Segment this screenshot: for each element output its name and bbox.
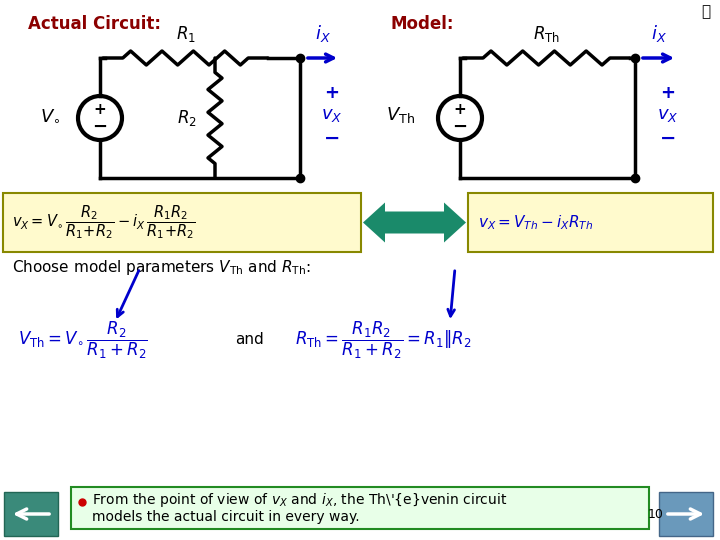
FancyBboxPatch shape bbox=[3, 193, 361, 252]
Text: $\mathit{R}_{\rm Th} = \dfrac{R_1 R_2}{R_1+R_2} = R_1 \| R_2$: $\mathit{R}_{\rm Th} = \dfrac{R_1 R_2}{R… bbox=[295, 319, 472, 361]
Text: 🔈: 🔈 bbox=[701, 4, 711, 19]
Text: $R_{\rm Th}$: $R_{\rm Th}$ bbox=[533, 24, 560, 44]
Text: $\mathit{V}_{\rm Th} = V_{\circ}\,\dfrac{R_2}{R_1+R_2}$: $\mathit{V}_{\rm Th} = V_{\circ}\,\dfrac… bbox=[18, 319, 148, 361]
Text: +: + bbox=[660, 84, 675, 102]
Text: −: − bbox=[452, 118, 467, 136]
Text: From the point of view of $v_X$ and $i_X$, the Th\'{e}venin circuit: From the point of view of $v_X$ and $i_X… bbox=[92, 491, 508, 509]
Text: $v_X$: $v_X$ bbox=[657, 106, 679, 124]
Text: $V_{\rm Th}$: $V_{\rm Th}$ bbox=[386, 105, 415, 125]
Text: +: + bbox=[454, 102, 467, 117]
Text: $v_X$: $v_X$ bbox=[321, 106, 343, 124]
Text: Model:: Model: bbox=[390, 15, 454, 33]
Text: 10: 10 bbox=[648, 509, 664, 522]
Text: −: − bbox=[92, 118, 107, 136]
Text: −: − bbox=[660, 129, 676, 147]
Text: $R_2$: $R_2$ bbox=[177, 108, 197, 128]
FancyBboxPatch shape bbox=[468, 193, 713, 252]
Text: $R_1$: $R_1$ bbox=[176, 24, 195, 44]
Text: $i_X$: $i_X$ bbox=[651, 23, 667, 44]
Text: +: + bbox=[325, 84, 340, 102]
Polygon shape bbox=[363, 202, 466, 242]
Text: +: + bbox=[94, 102, 107, 117]
Text: −: − bbox=[324, 129, 340, 147]
Text: $\mathit{v_X = V_{Th} - i_X R_{Th}}$: $\mathit{v_X = V_{Th} - i_X R_{Th}}$ bbox=[478, 213, 593, 232]
FancyBboxPatch shape bbox=[659, 492, 713, 536]
Text: $i_X$: $i_X$ bbox=[315, 23, 330, 44]
Text: $V_{\circ}$: $V_{\circ}$ bbox=[40, 106, 60, 124]
FancyBboxPatch shape bbox=[71, 487, 649, 529]
Text: Actual Circuit:: Actual Circuit: bbox=[28, 15, 161, 33]
Text: and: and bbox=[235, 333, 264, 348]
Text: Choose model parameters $V_{\rm Th}$ and $R_{\rm Th}$:: Choose model parameters $V_{\rm Th}$ and… bbox=[12, 258, 311, 277]
Text: models the actual circuit in every way.: models the actual circuit in every way. bbox=[92, 510, 359, 524]
Text: $v_X = V_{\circ}\,\dfrac{R_2}{R_1\!+\!R_2} - i_X\,\dfrac{R_1 R_2}{R_1\!+\!R_2}$: $v_X = V_{\circ}\,\dfrac{R_2}{R_1\!+\!R_… bbox=[12, 204, 196, 241]
FancyBboxPatch shape bbox=[4, 492, 58, 536]
